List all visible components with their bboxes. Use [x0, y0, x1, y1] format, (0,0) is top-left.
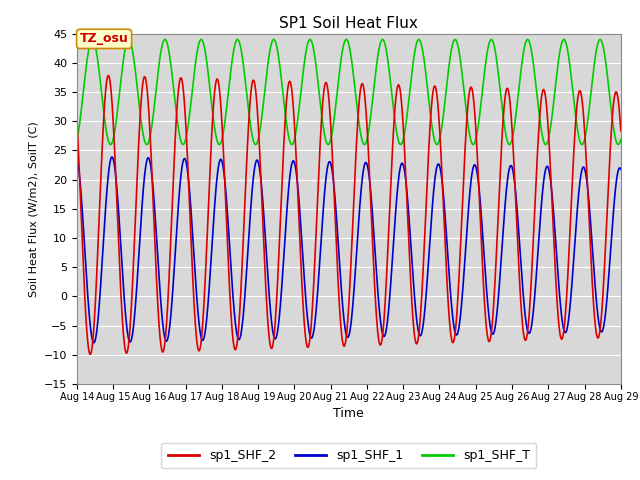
sp1_SHF_2	[73, 116, 81, 121]
sp1_SHF_T	[451, 36, 459, 42]
sp1_SHF_1	[617, 167, 625, 172]
sp1_SHF_2	[86, 351, 94, 357]
sp1_SHF_T	[617, 137, 625, 143]
sp1_SHF_2	[281, 122, 289, 128]
sp1_SHF_1	[281, 237, 289, 243]
Legend: sp1_SHF_2, sp1_SHF_1, sp1_SHF_T: sp1_SHF_2, sp1_SHF_1, sp1_SHF_T	[161, 443, 536, 468]
sp1_SHF_T	[281, 107, 289, 112]
sp1_SHF_T	[520, 45, 528, 51]
sp1_SHF_2	[172, 124, 180, 130]
sp1_SHF_2	[399, 124, 407, 130]
Title: SP1 Soil Heat Flux: SP1 Soil Heat Flux	[280, 16, 418, 31]
sp1_SHF_1	[172, 241, 180, 247]
sp1_SHF_T	[252, 142, 259, 147]
sp1_SHF_2	[427, 112, 435, 118]
sp1_SHF_2	[617, 128, 625, 133]
sp1_SHF_2	[520, 335, 528, 341]
Y-axis label: Soil Heat Flux (W/m2), SoilT (C): Soil Heat Flux (W/m2), SoilT (C)	[28, 121, 38, 297]
sp1_SHF_T	[73, 137, 81, 143]
Line: sp1_SHF_2: sp1_SHF_2	[77, 75, 621, 354]
Text: TZ_osu: TZ_osu	[80, 32, 129, 46]
Line: sp1_SHF_T: sp1_SHF_T	[77, 39, 621, 144]
sp1_SHF_1	[520, 303, 528, 309]
sp1_SHF_T	[399, 137, 407, 143]
sp1_SHF_T	[172, 104, 179, 109]
sp1_SHF_1	[399, 162, 407, 168]
sp1_SHF_1	[90, 340, 98, 346]
sp1_SHF_2	[479, 272, 487, 277]
sp1_SHF_T	[479, 83, 487, 89]
sp1_SHF_1	[479, 235, 487, 241]
sp1_SHF_1	[73, 155, 81, 161]
sp1_SHF_1	[108, 154, 116, 160]
sp1_SHF_T	[427, 114, 435, 120]
sp1_SHF_2	[104, 72, 112, 78]
X-axis label: Time: Time	[333, 407, 364, 420]
Line: sp1_SHF_1: sp1_SHF_1	[77, 157, 621, 343]
sp1_SHF_1	[427, 225, 435, 231]
